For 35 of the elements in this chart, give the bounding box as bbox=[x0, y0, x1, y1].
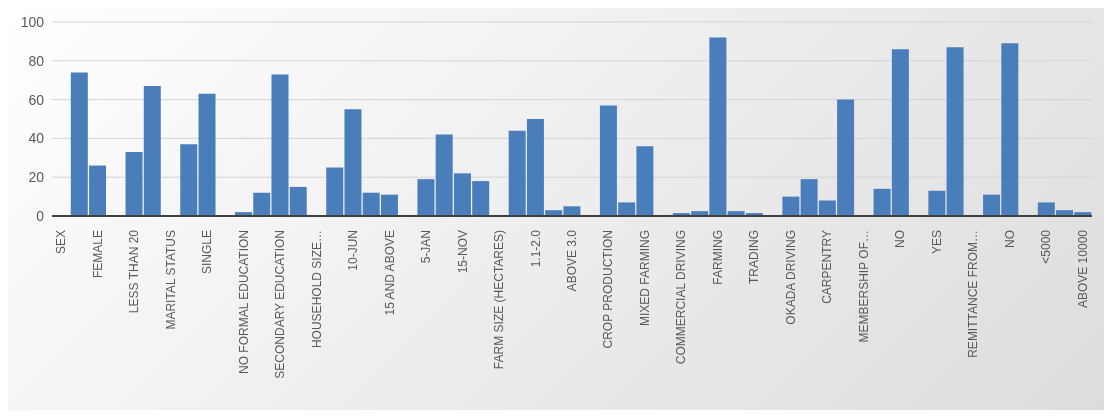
y-tick-label: 0 bbox=[36, 207, 45, 224]
x-tick-label: CARPENTRY bbox=[820, 230, 835, 304]
x-tick-label: SECONDARY EDUCATION bbox=[273, 230, 288, 379]
y-tick-label: 80 bbox=[28, 52, 45, 69]
x-tick-label: 1.1-2.0 bbox=[528, 229, 543, 268]
x-tick-label: NO bbox=[893, 230, 908, 248]
x-tick-label: OKADA DRIVING bbox=[783, 230, 798, 325]
x-tick-label: MEMBERSHIP OF… bbox=[856, 230, 871, 343]
x-tick-label: 5-JAN bbox=[419, 230, 434, 264]
x-tick-label: SEX bbox=[54, 230, 69, 255]
y-tick-label: 20 bbox=[28, 169, 45, 186]
x-tick-label: FEMALE bbox=[90, 230, 105, 279]
y-tick-label: 100 bbox=[20, 13, 45, 30]
x-tick-label: ABOVE 10000 bbox=[1075, 229, 1090, 309]
x-tick-label: TRADING bbox=[747, 230, 762, 284]
x-tick-label: CROP PRODUCTION bbox=[601, 230, 616, 349]
x-tick-label: 10-JUN bbox=[346, 230, 361, 271]
x-tick-label: FARMING bbox=[710, 230, 725, 285]
x-tick-label: HOUSEHOLD SIZE… bbox=[309, 230, 324, 349]
x-tick-label: 15 AND ABOVE bbox=[382, 230, 397, 316]
x-tick-label: NO bbox=[1002, 230, 1017, 248]
y-tick-label: 60 bbox=[28, 91, 45, 108]
x-tick-label: NO FORMAL EDUCATION bbox=[236, 230, 251, 375]
x-tick-label: REMITTANCE FROM… bbox=[966, 230, 981, 358]
x-tick-label: FARM SIZE (HECTARES) bbox=[492, 230, 507, 370]
x-tick-label: COMMERCIAL DRIVING bbox=[674, 230, 689, 365]
x-tick-label: MIXED FARMING bbox=[637, 230, 652, 327]
y-tick-label: 40 bbox=[28, 130, 45, 147]
x-tick-label: YES bbox=[929, 230, 944, 255]
x-tick-label: SINGLE bbox=[200, 230, 215, 275]
x-tick-label: LESS THAN 20 bbox=[127, 229, 142, 314]
x-tick-label: 15-NOV bbox=[455, 230, 470, 274]
x-tick-label: ABOVE 3.0 bbox=[565, 229, 579, 292]
x-tick-label: <5000 bbox=[1039, 229, 1054, 264]
x-tick-label: MARITAL STATUS bbox=[163, 230, 178, 330]
